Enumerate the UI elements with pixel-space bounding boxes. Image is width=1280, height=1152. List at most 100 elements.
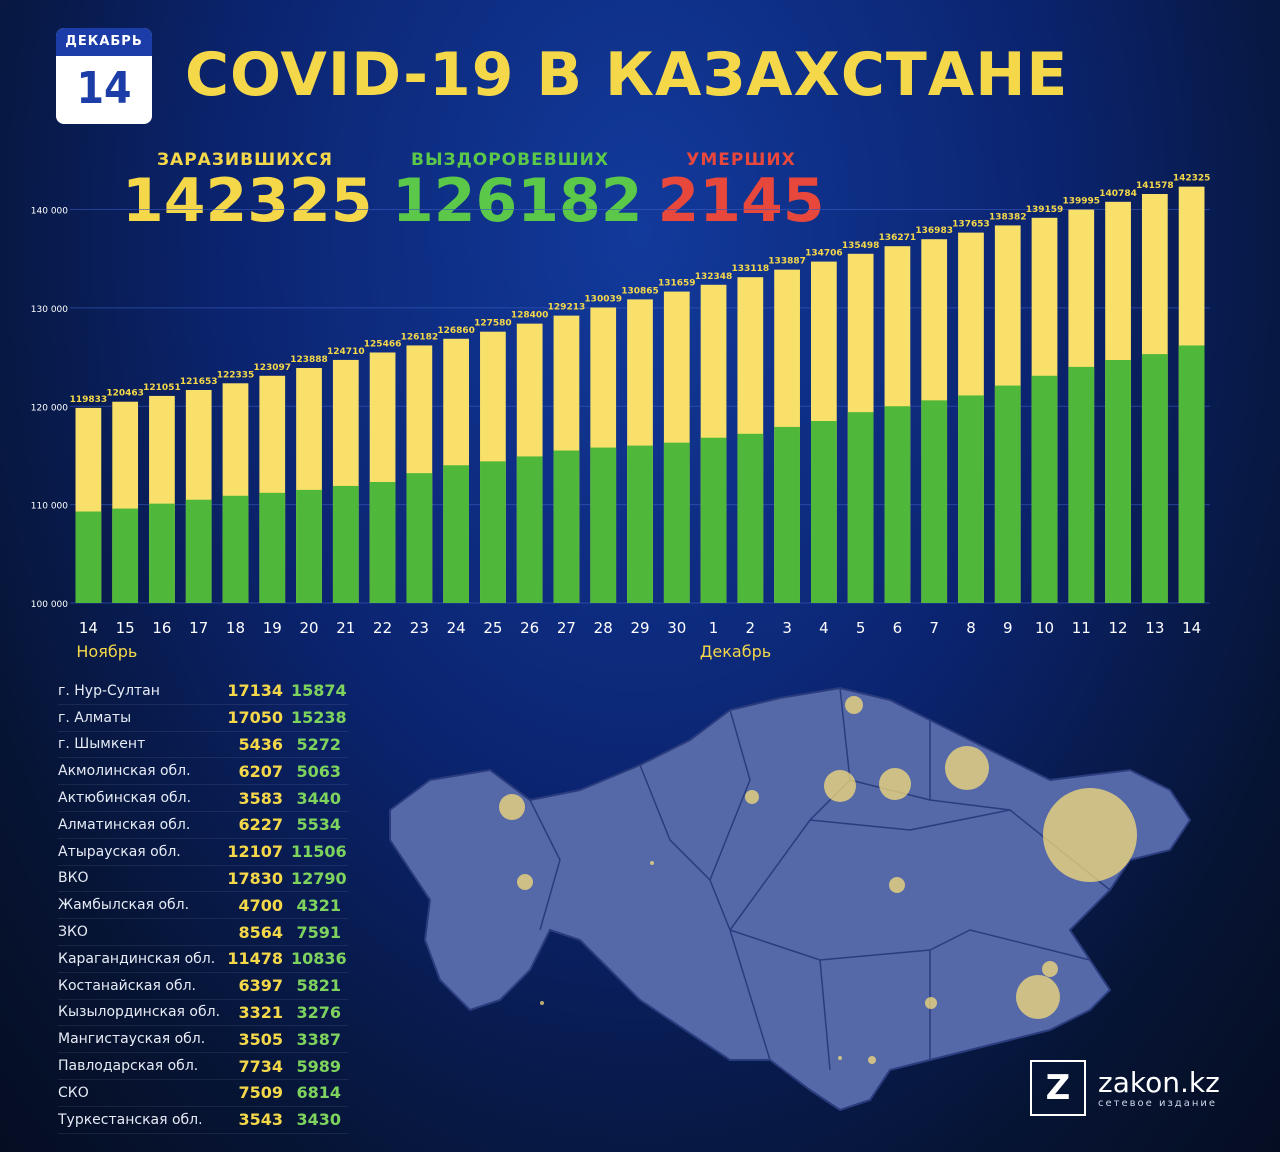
- bar-recovered: [185, 499, 212, 603]
- page-title: COVID-19 В КАЗАХСТАНЕ: [185, 40, 1069, 110]
- table-row: Жамбылская обл. 4700 4321: [58, 892, 348, 920]
- y-tick-label: 120 000: [31, 403, 68, 413]
- bar-value-label: 131659: [658, 279, 696, 289]
- date-day: 14: [76, 63, 132, 114]
- date-badge: ДЕКАБРЬ 14: [56, 28, 152, 124]
- bar-value-label: 141578: [1136, 181, 1174, 191]
- bar-recovered: [259, 492, 286, 603]
- table-row: Карагандинская обл. 11478 10836: [58, 946, 348, 973]
- bar-recovered: [994, 385, 1021, 603]
- bar-value-label: 142325: [1173, 174, 1211, 184]
- region-name: г. Шымкент: [58, 736, 146, 753]
- x-tick-label: 22: [373, 619, 392, 637]
- region-name: Мангистауская обл.: [58, 1031, 206, 1048]
- bubble-mangystau: [540, 1001, 544, 1005]
- region-infected: 3543: [238, 1110, 283, 1130]
- bar-recovered: [332, 485, 359, 603]
- bar-recovered: [1141, 354, 1168, 603]
- region-recovered: 15874: [291, 681, 347, 701]
- bar-value-label: 121653: [180, 377, 218, 387]
- region-name: ЗКО: [58, 924, 88, 941]
- bar-recovered: [811, 421, 837, 603]
- month-label: Декабрь: [700, 642, 771, 661]
- region-name: Павлодарская обл.: [58, 1058, 199, 1075]
- bar-recovered: [296, 489, 322, 603]
- bar-value-label: 133887: [768, 257, 806, 267]
- table-row: Мангистауская обл. 3505 3387: [58, 1026, 348, 1054]
- map-country-shape: [389, 686, 1192, 1112]
- bar-value-label: 132348: [695, 272, 733, 282]
- table-row: ЗКО 8564 7591: [58, 919, 348, 946]
- region-name: г. Нур-Султан: [58, 682, 160, 699]
- bar-recovered: [590, 447, 617, 603]
- x-tick-label: 4: [819, 619, 829, 637]
- table-row: Павлодарская обл. 7734 5989: [58, 1053, 348, 1080]
- x-tick-label: 14: [1182, 619, 1201, 637]
- region-recovered: 5063: [296, 761, 341, 781]
- x-tick-label: 9: [1003, 619, 1013, 637]
- bar-value-label: 126860: [437, 326, 475, 336]
- bar-value-label: 120463: [106, 389, 144, 399]
- x-tick-label: 19: [263, 619, 282, 637]
- y-tick-label: 110 000: [31, 502, 68, 512]
- region-recovered: 11506: [291, 842, 347, 862]
- bar-recovered: [700, 437, 727, 603]
- region-infected: 3321: [238, 1002, 283, 1022]
- x-tick-label: 30: [667, 619, 686, 637]
- bubble-kostanay: [745, 790, 759, 804]
- x-tick-label: 11: [1072, 619, 1091, 637]
- bar-value-label: 138382: [989, 212, 1027, 222]
- bar-value-label: 140784: [1099, 189, 1137, 199]
- region-name: Актюбинская обл.: [58, 790, 192, 807]
- bar-value-label: 119833: [70, 395, 108, 405]
- region-name: Костанайская обл.: [58, 977, 196, 994]
- bar-recovered: [75, 511, 102, 603]
- region-recovered: 3440: [296, 788, 341, 808]
- region-name: Карагандинская обл.: [58, 950, 216, 967]
- x-tick-label: 12: [1109, 619, 1128, 637]
- x-tick-label: 10: [1035, 619, 1054, 637]
- region-recovered: 4321: [296, 895, 341, 915]
- bar-recovered: [1178, 345, 1205, 603]
- region-infected: 12107: [227, 842, 283, 862]
- region-recovered: 3387: [296, 1029, 341, 1049]
- map-bubbles: [499, 696, 1137, 1064]
- bar-recovered: [1031, 375, 1058, 603]
- y-tick-label: 130 000: [31, 305, 68, 315]
- table-row: Кызылординская обл. 3321 3276: [58, 1000, 348, 1027]
- stat-deaths: УМЕРШИХ 2145: [656, 150, 826, 232]
- bar-recovered: [774, 426, 800, 603]
- x-tick-label: 18: [226, 619, 245, 637]
- table-row: Акмолинская обл. 6207 5063: [58, 758, 348, 786]
- region-name: Кызылординская обл.: [58, 1004, 221, 1021]
- x-tick-label: 26: [520, 619, 539, 637]
- bubble-turkestan: [838, 1056, 842, 1060]
- bar-value-label: 136271: [879, 233, 917, 243]
- x-tick-label: 25: [483, 619, 502, 637]
- x-tick-label: 16: [152, 619, 171, 637]
- stat-recovered-label: ВЫЗДОРОВЕВШИХ: [410, 150, 610, 170]
- bar-recovered: [884, 406, 911, 603]
- table-row: ВКО 17830 12790: [58, 866, 348, 893]
- table-row: г. Алматы 17050 15238: [58, 705, 348, 732]
- x-tick-label: 29: [630, 619, 649, 637]
- brand: Z zakon.kz сетевое издание: [1030, 1060, 1220, 1116]
- region-recovered: 5821: [296, 976, 341, 996]
- region-infected: 5436: [238, 734, 283, 754]
- bar-value-label: 139995: [1063, 197, 1101, 207]
- bubble-atyrau: [517, 874, 533, 890]
- region-name: г. Алматы: [58, 709, 132, 726]
- bar-recovered: [663, 442, 690, 603]
- bar-value-label: 134706: [805, 249, 843, 259]
- region-infected: 8564: [238, 922, 283, 942]
- region-recovered: 3430: [296, 1110, 341, 1130]
- x-tick-label: 5: [856, 619, 866, 637]
- region-recovered: 3276: [296, 1002, 341, 1022]
- table-row: Алматинская обл. 6227 5534: [58, 812, 348, 839]
- stat-infected: ЗАРАЗИВШИХСЯ 142325: [122, 150, 373, 236]
- bar-recovered: [627, 445, 653, 603]
- stat-infected-value: 142325: [122, 166, 373, 236]
- bar-value-label: 122335: [217, 370, 255, 380]
- table-row: Атырауская обл. 12107 11506: [58, 839, 348, 866]
- table-row: Туркестанская обл. 3543 3430: [58, 1107, 348, 1134]
